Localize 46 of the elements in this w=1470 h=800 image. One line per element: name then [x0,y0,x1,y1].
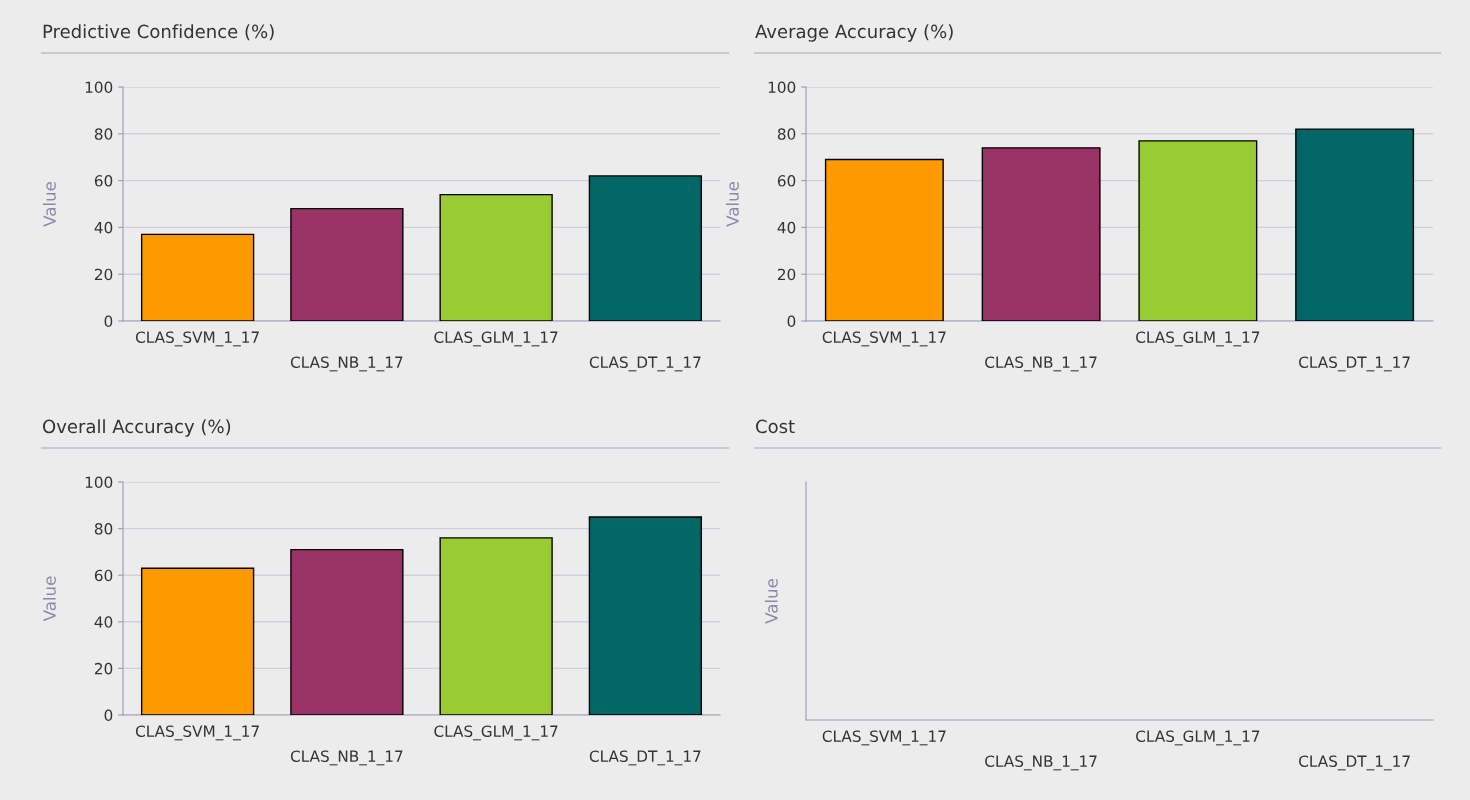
y-tick-label: 60 [94,175,113,187]
y-tick-label: 0 [787,315,796,328]
y-tick-label: 100 [768,81,796,94]
x-tick-label: CLAS_DT_1_17 [589,356,701,372]
y-axis-title: Value [42,182,56,227]
chart-title: Average Accuracy (%) [755,24,953,42]
y-tick-label: 40 [94,221,113,234]
x-tick-label: CLAS_SVM_1_17 [822,331,946,347]
y-tick-label: 20 [94,662,113,675]
x-tick-label: CLAS_NB_1_17 [985,356,1097,372]
y-tick-label: 100 [85,81,113,94]
bar [981,147,1101,321]
text: Value [764,579,778,624]
chart-title: Overall Accuracy (%) [43,419,231,437]
chart-title: Predictive Confidence (%) [43,24,274,41]
bar [140,233,255,321]
y-tick-label: 20 [777,268,796,281]
y-tick-label: 60 [94,569,113,582]
y-tick-label: 0 [104,315,113,328]
x-tick-label: CLAS_SVM_1_17 [135,331,259,347]
y-tick-label: 80 [777,128,796,140]
bar [588,175,703,321]
bar [439,537,553,715]
y-tick-label: 40 [777,221,796,234]
y-axis-title: Value [42,576,56,622]
bar [588,516,703,715]
y-tick-label: 80 [94,128,113,140]
y-tick-label: 80 [94,523,113,535]
x-tick-label: CLAS_GLM_1_17 [1136,331,1260,347]
y-tick-label: 60 [777,175,796,187]
bar [1138,140,1258,321]
y-axis-title: Value [725,182,739,227]
x-tick-label: CLAS_NB_1_17 [290,356,403,372]
y-tick-label: 20 [94,268,113,281]
bar [140,567,255,715]
y-tick-label: 40 [94,616,113,628]
x-tick-label: CLAS_DT_1_17 [1299,356,1410,372]
bar [290,548,404,715]
bar [439,193,553,321]
bar [1295,128,1415,321]
text: Cost [756,419,795,434]
bar [824,158,944,321]
y-tick-label: 0 [104,709,113,722]
bar [290,207,404,321]
y-tick-label: 100 [85,476,113,489]
x-tick-label: CLAS_GLM_1_17 [434,331,558,347]
